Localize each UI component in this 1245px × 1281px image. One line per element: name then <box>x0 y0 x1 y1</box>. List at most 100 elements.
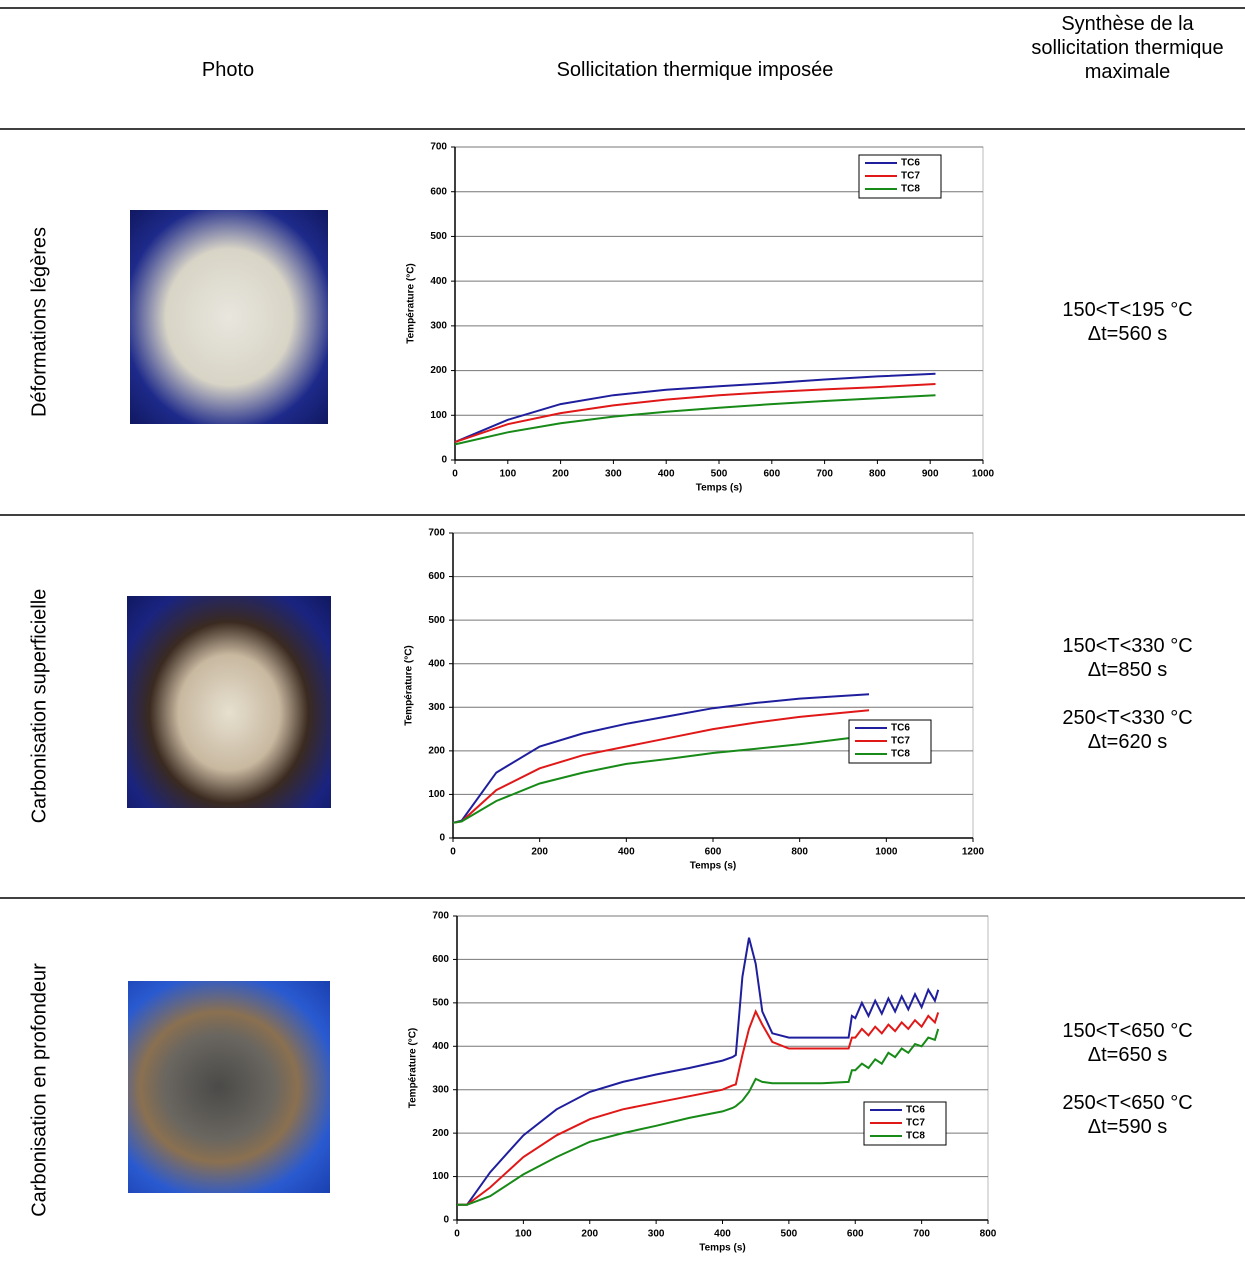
x-tick-label: 400 <box>658 469 675 480</box>
photo <box>130 210 328 424</box>
y-tick-label: 700 <box>428 528 445 539</box>
y-tick-label: 100 <box>430 410 447 421</box>
x-tick-label: 200 <box>531 847 548 858</box>
series-line <box>452 709 870 824</box>
legend-label: TC6 <box>906 1105 925 1116</box>
synthesis-line: Δt=850 s <box>1087 659 1168 681</box>
y-tick-label: 600 <box>430 186 447 197</box>
x-tick-label: 200 <box>552 469 569 480</box>
x-tick-label: 800 <box>980 1229 997 1240</box>
y-tick-label: 600 <box>428 571 445 582</box>
x-tick-label: 800 <box>869 469 886 480</box>
x-tick-label: 100 <box>515 1229 532 1240</box>
plot-area <box>452 532 974 839</box>
y-tick-label: 700 <box>430 142 447 153</box>
synthesis-line: Δt=560 s <box>1087 323 1168 345</box>
x-tick-label: 800 <box>791 847 808 858</box>
y-tick-label: 500 <box>432 997 449 1008</box>
synthesis-line: Δt=620 s <box>1087 731 1168 753</box>
row-label: Carbonisation en profondeur <box>28 963 51 1217</box>
synthesis-line: 250<T<650 °C <box>1062 1092 1193 1114</box>
series-line <box>457 1028 940 1206</box>
x-tick-label: 300 <box>648 1229 665 1240</box>
y-tick-label: 0 <box>443 1215 449 1226</box>
x-tick-label: 600 <box>705 847 722 858</box>
photo <box>127 596 331 808</box>
y-tick-label: 0 <box>439 833 445 844</box>
series-line <box>454 372 936 444</box>
x-tick-label: 500 <box>781 1229 798 1240</box>
legend-label: TC6 <box>891 723 910 734</box>
legend-label: TC7 <box>891 736 910 747</box>
synthesis: 150<T<330 °C Δt=850 s 250<T<330 °C Δt=62… <box>1025 634 1230 754</box>
x-tick-label: 1200 <box>962 847 985 858</box>
synthesis-line: 150<T<650 °C <box>1062 1020 1193 1042</box>
series-line <box>454 394 936 446</box>
x-tick-label: 0 <box>452 469 458 480</box>
y-tick-label: 300 <box>428 702 445 713</box>
x-tick-label: 400 <box>618 847 635 858</box>
y-tick-label: 600 <box>432 954 449 965</box>
row-label: Déformations légères <box>28 226 51 418</box>
synthesis: 150<T<195 °C Δt=560 s <box>1025 298 1230 346</box>
series-line <box>454 383 936 444</box>
series-line <box>452 734 870 824</box>
y-tick-label: 400 <box>432 1041 449 1052</box>
x-tick-label: 300 <box>605 469 622 480</box>
x-tick-label: 0 <box>450 847 456 858</box>
header-chart: Sollicitation thermique imposée <box>556 59 834 81</box>
x-tick-label: 0 <box>454 1229 460 1240</box>
y-tick-label: 400 <box>430 276 447 287</box>
x-axis-label: Temps (s) <box>699 1243 746 1254</box>
x-tick-label: 500 <box>711 469 728 480</box>
y-tick-label: 700 <box>432 911 449 922</box>
y-axis-label: Température (°C) <box>408 1028 419 1109</box>
y-tick-label: 100 <box>428 789 445 800</box>
legend-label: TC8 <box>901 184 920 195</box>
synthesis: 150<T<650 °C Δt=650 s 250<T<650 °C Δt=59… <box>1025 1019 1230 1139</box>
y-tick-label: 500 <box>428 615 445 626</box>
row-label: Carbonisation superficielle <box>28 588 51 824</box>
y-tick-label: 300 <box>432 1084 449 1095</box>
y-tick-label: 400 <box>428 658 445 669</box>
y-axis-label: Température (°C) <box>404 645 415 726</box>
legend-label: TC8 <box>906 1131 925 1142</box>
header-photo: Photo <box>201 59 255 81</box>
synthesis-line: 150<T<330 °C <box>1062 635 1193 657</box>
x-tick-label: 700 <box>816 469 833 480</box>
synthesis-line: Δt=590 s <box>1087 1116 1168 1138</box>
y-tick-label: 300 <box>430 320 447 331</box>
legend-label: TC6 <box>901 158 920 169</box>
x-tick-label: 400 <box>714 1229 731 1240</box>
header-synthesis: Synthèse de la sollicitation thermique m… <box>1031 13 1224 83</box>
y-tick-label: 200 <box>430 365 447 376</box>
y-tick-label: 0 <box>441 455 447 466</box>
plot-area <box>456 915 989 1221</box>
x-tick-label: 1000 <box>972 469 995 480</box>
y-tick-label: 200 <box>428 745 445 756</box>
series-line <box>457 937 940 1206</box>
series-line <box>452 693 870 824</box>
series-line <box>457 1009 940 1206</box>
legend-label: TC8 <box>891 749 910 760</box>
x-tick-label: 200 <box>581 1229 598 1240</box>
legend-label: TC7 <box>906 1118 925 1129</box>
y-tick-label: 500 <box>430 231 447 242</box>
x-tick-label: 600 <box>763 469 780 480</box>
x-tick-label: 700 <box>913 1229 930 1240</box>
legend-label: TC7 <box>901 171 920 182</box>
synthesis-line: 150<T<195 °C <box>1062 299 1193 321</box>
x-tick-label: 100 <box>499 469 516 480</box>
y-tick-label: 200 <box>432 1128 449 1139</box>
x-tick-label: 600 <box>847 1229 864 1240</box>
y-axis-label: Température (°C) <box>406 263 417 344</box>
y-tick-label: 100 <box>432 1171 449 1182</box>
synthesis-line: 250<T<330 °C <box>1062 707 1193 729</box>
x-tick-label: 1000 <box>875 847 898 858</box>
synthesis-line: Δt=650 s <box>1087 1044 1168 1066</box>
x-tick-label: 900 <box>922 469 939 480</box>
photo <box>128 981 330 1193</box>
x-axis-label: Temps (s) <box>696 483 743 494</box>
